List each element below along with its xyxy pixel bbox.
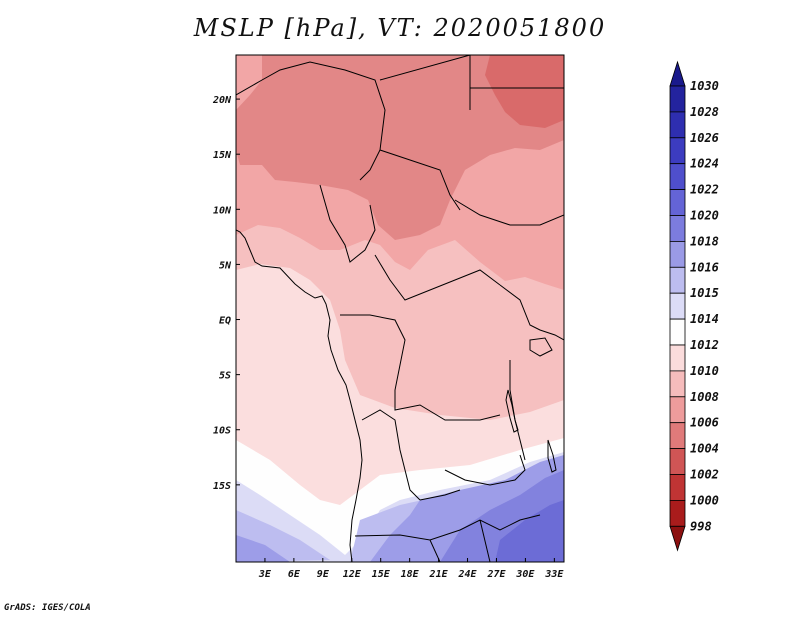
colorbar-max-triangle <box>669 60 686 87</box>
x-axis: 3E 6E 9E 12E 15E 18E 21E 24E 27E 30E 33E <box>258 558 564 580</box>
border-sudan <box>454 87 564 226</box>
border-car <box>374 254 501 301</box>
colorbar-label: 1022 <box>690 183 719 197</box>
colorbar-label: 998 <box>690 519 712 533</box>
x-tick-label: 15E <box>372 569 391 580</box>
colorbar-label: 1028 <box>690 105 719 119</box>
y-tick-label: 20N <box>212 95 232 106</box>
colorbar-box <box>669 396 686 424</box>
x-tick-label: 33E <box>544 569 564 580</box>
colorbar-label: 1020 <box>690 209 719 223</box>
colorbar-label: 1000 <box>690 493 719 507</box>
colorbar-box <box>669 111 686 139</box>
colorbar-label: 1030 <box>690 79 719 93</box>
colorbar-label: 1026 <box>690 131 719 145</box>
y-tick-label: 15N <box>213 150 232 161</box>
y-tick-label: 10S <box>213 426 231 437</box>
x-tick-label: 30E <box>515 569 535 580</box>
colorbar-box <box>669 266 686 294</box>
colorbar-box <box>669 474 686 501</box>
lake-victoria <box>529 337 553 357</box>
colorbar-label: 1002 <box>690 468 719 482</box>
colorbar-label: 1006 <box>690 416 719 430</box>
colorbar-label: 1010 <box>690 364 719 378</box>
colorbar-box <box>669 85 686 113</box>
border-congo <box>340 314 501 421</box>
colorbar-box <box>669 189 686 216</box>
y-tick-label: 10N <box>213 205 232 216</box>
colorbar-label: 1012 <box>690 338 719 352</box>
colorbar-box <box>669 137 686 165</box>
contour-1008 <box>236 55 564 240</box>
x-tick-label: 3E <box>258 569 272 580</box>
y-tick-label: 5S <box>219 371 231 382</box>
contour-1006-north <box>485 55 564 128</box>
x-tick-label: 6E <box>288 569 301 580</box>
x-tick-label: 27E <box>486 569 506 580</box>
colorbar-label: 1018 <box>690 234 719 248</box>
colorbar-label: 1024 <box>690 157 719 171</box>
colorbar-box <box>669 318 686 346</box>
lake-malawi <box>547 439 557 473</box>
colorbar-label: 1016 <box>690 260 719 274</box>
colorbar-label: 1015 <box>690 286 719 300</box>
colorbar: 1030 1028 1026 1024 1022 1020 1018 1016 1015 1014… <box>669 60 719 552</box>
colorbar-box <box>669 370 686 398</box>
y-tick-label: 5N <box>219 260 232 271</box>
colorbar-box <box>669 215 686 242</box>
x-tick-label: 18E <box>401 569 420 580</box>
pressure-field <box>236 55 564 562</box>
colorbar-box <box>669 292 686 320</box>
border-niger-chad <box>379 55 471 211</box>
map-frame <box>235 54 565 563</box>
colorbar-box <box>669 240 686 268</box>
grads-credit: GrADS: IGES/COLA <box>4 603 91 613</box>
colorbar-box <box>669 344 686 372</box>
x-tick-label: 21E <box>429 569 449 580</box>
border-zambia <box>444 454 526 486</box>
lake-tanganyika <box>505 389 519 433</box>
map-borders <box>236 55 564 562</box>
colorbar-min-triangle <box>669 525 686 552</box>
colorbar-label: 1004 <box>690 442 719 456</box>
colorbar-label: 1008 <box>690 390 719 404</box>
border-sahara <box>236 61 386 181</box>
y-tick-label: 15S <box>213 481 231 492</box>
border-nigeria-cameroon <box>319 184 376 263</box>
colorbar-box <box>669 163 686 190</box>
colorbar-box <box>669 448 686 475</box>
y-axis: 20N 15N 10N 5N EQ 5S 10S 15S <box>212 95 240 492</box>
x-tick-label: 9E <box>317 569 330 580</box>
colorbar-box <box>669 499 686 527</box>
coastline-west-africa <box>236 229 363 562</box>
colorbar-box <box>669 422 686 450</box>
colorbar-label: 1014 <box>690 312 719 326</box>
x-tick-label: 24E <box>457 569 477 580</box>
border-angola <box>361 409 461 501</box>
chart-title: MSLP [hPa], VT: 2020051800 <box>193 14 607 42</box>
contour-1012-west <box>236 264 564 562</box>
contour-1022-core <box>495 500 564 562</box>
x-tick-label: 12E <box>343 569 362 580</box>
y-tick-label: EQ <box>219 316 231 327</box>
